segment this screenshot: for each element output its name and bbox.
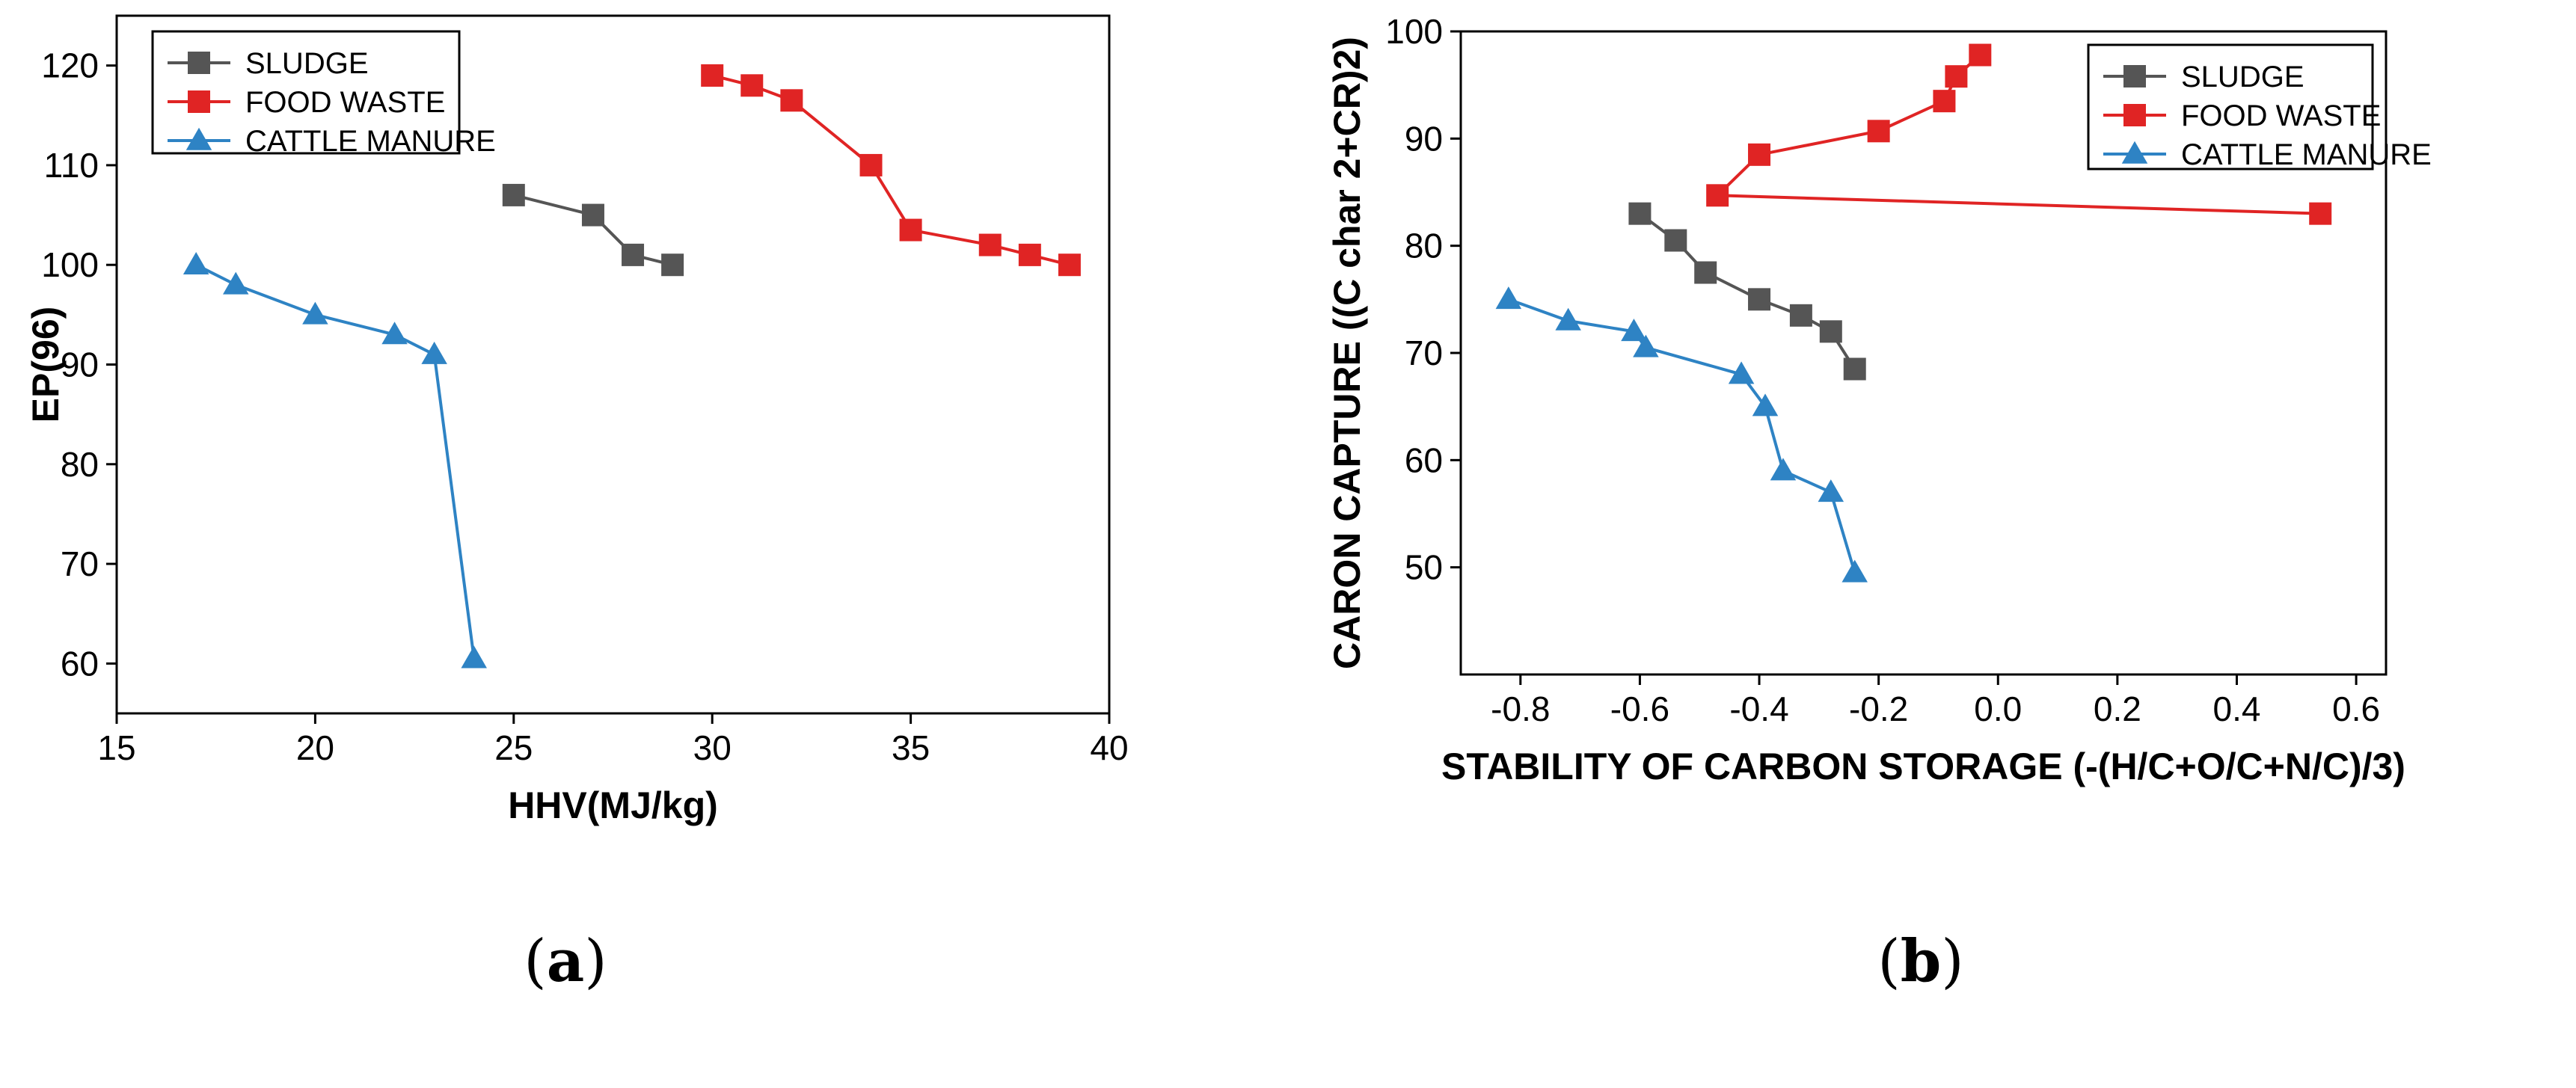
y-tick-label: 120 <box>41 46 99 85</box>
legend-sludge-point <box>2123 65 2146 87</box>
x-axis-title: STABILITY OF CARBON STORAGE (-(H/C+O/C+N… <box>1441 746 2405 787</box>
chart-a: 15 20 25 30 35 40 60 70 80 90 100 110 120 HHV(MJ/kg) E… <box>25 14 1129 995</box>
sludge-point <box>661 253 684 277</box>
cattle-manure-point <box>381 322 408 345</box>
x-tick-label: -0.8 <box>1491 689 1550 728</box>
food-waste-series-line <box>711 74 1070 267</box>
food-waste-point <box>1018 243 1041 266</box>
cattle-manure-point <box>1633 334 1659 357</box>
y-axis-title: EP(96) <box>25 307 67 423</box>
x-axis-title: HHV(MJ/kg) <box>508 784 718 826</box>
legend-label-sludge: SLUDGE <box>2181 61 2304 93</box>
cattle-manure-point <box>1841 559 1868 583</box>
legend-label-food-waste: FOOD WASTE <box>2181 99 2381 132</box>
legend-label-cattle-manure: CATTLE MANURE <box>2181 138 2432 171</box>
food-waste-point <box>1933 90 1956 113</box>
legend-label-cattle-manure: CATTLE MANURE <box>245 125 496 158</box>
cattle-manure-point <box>1621 319 1647 342</box>
cattle-manure-point <box>1555 307 1581 331</box>
food-waste-point <box>1945 65 1968 88</box>
panel-label: (a) <box>524 927 607 995</box>
cattle-manure-point <box>461 645 487 669</box>
x-tick-label: 0.6 <box>2332 689 2380 728</box>
cattle-manure-point <box>1752 393 1779 417</box>
food-waste-point <box>780 89 803 112</box>
food-waste-point <box>740 74 764 97</box>
sludge-point <box>1748 288 1771 311</box>
cattle-manure-series-line <box>195 263 476 659</box>
legend-cattle-manure-point <box>2121 141 2148 164</box>
y-tick-label: 90 <box>1405 119 1443 158</box>
cattle-manure-point <box>421 341 447 364</box>
food-waste-point <box>1748 143 1771 166</box>
legend-food-waste-point <box>188 90 210 113</box>
x-tick-label: 0.0 <box>1974 689 2022 728</box>
y-tick-label: 60 <box>61 644 99 683</box>
cattle-manure-point <box>1818 479 1844 502</box>
food-waste-point <box>1706 184 1729 207</box>
food-waste-point <box>978 233 1002 256</box>
x-tick-label: 20 <box>296 728 334 767</box>
x-tick-label: -0.4 <box>1729 689 1788 728</box>
legend-label-sludge: SLUDGE <box>245 47 369 80</box>
food-waste-point <box>1867 120 1890 143</box>
x-tick-label: 30 <box>693 728 732 767</box>
y-tick-label: 60 <box>1405 440 1443 479</box>
y-tick-label: 100 <box>1385 12 1443 51</box>
y-tick-label: 100 <box>41 245 99 284</box>
cattle-manure-point <box>183 251 209 274</box>
x-tick-label: 0.4 <box>2213 689 2261 728</box>
legend: SLUDGE FOOD WASTE CATTLE MANURE <box>151 30 496 158</box>
sludge-point <box>1819 320 1842 343</box>
cattle-manure-point <box>1770 458 1797 481</box>
legend: SLUDGE FOOD WASTE CATTLE MANURE <box>2087 43 2432 171</box>
chart-b: -0.8 -0.6 -0.4 -0.2 0.0 0.2 0.4 0.6 50 60 70 80 90 10… <box>1326 12 2432 995</box>
y-tick-label: 80 <box>61 445 99 484</box>
x-tick-label: -0.2 <box>1849 689 1908 728</box>
x-tick-label: 15 <box>97 728 135 767</box>
sludge-point <box>1789 304 1812 327</box>
y-tick-label: 110 <box>44 146 99 185</box>
y-tick-label: 90 <box>61 345 99 384</box>
x-tick-label: -0.6 <box>1610 689 1669 728</box>
y-tick-label: 70 <box>61 544 99 583</box>
panel-label: (b) <box>1877 927 1963 995</box>
cattle-manure-point <box>1728 361 1755 384</box>
legend-sludge-point <box>188 52 210 74</box>
food-waste-point <box>2309 202 2332 225</box>
food-waste-point <box>1969 43 1992 67</box>
x-tick-label: 25 <box>494 728 533 767</box>
y-tick-label: 70 <box>1405 334 1443 372</box>
sludge-point <box>1664 229 1687 252</box>
sludge-point <box>1694 261 1717 284</box>
x-tick-label: 35 <box>892 728 930 767</box>
legend-cattle-manure-point <box>185 127 212 150</box>
sludge-point <box>1628 202 1652 225</box>
food-waste-point <box>1058 253 1081 277</box>
cattle-manure-point <box>302 301 328 325</box>
legend-label-food-waste: FOOD WASTE <box>245 86 445 119</box>
sludge-point <box>622 243 645 266</box>
sludge-point <box>1843 357 1866 381</box>
x-tick-label: 40 <box>1090 728 1128 767</box>
food-waste-point <box>899 218 922 242</box>
food-waste-point <box>859 153 883 176</box>
food-waste-point <box>701 64 724 87</box>
sludge-point <box>502 183 525 206</box>
cattle-manure-point <box>222 271 249 295</box>
y-tick-label: 80 <box>1405 227 1443 265</box>
cattle-manure-series-line <box>1508 298 1856 574</box>
sludge-point <box>581 203 604 227</box>
sludge-series-line <box>513 193 673 267</box>
cattle-manure-point <box>1495 286 1522 310</box>
y-tick-label: 50 <box>1405 548 1443 587</box>
legend-food-waste-point <box>2123 104 2146 126</box>
y-axis-title: CARON CAPTURE ((C char 2+CR)2) <box>1326 37 1368 669</box>
x-tick-label: 0.2 <box>2094 689 2141 728</box>
